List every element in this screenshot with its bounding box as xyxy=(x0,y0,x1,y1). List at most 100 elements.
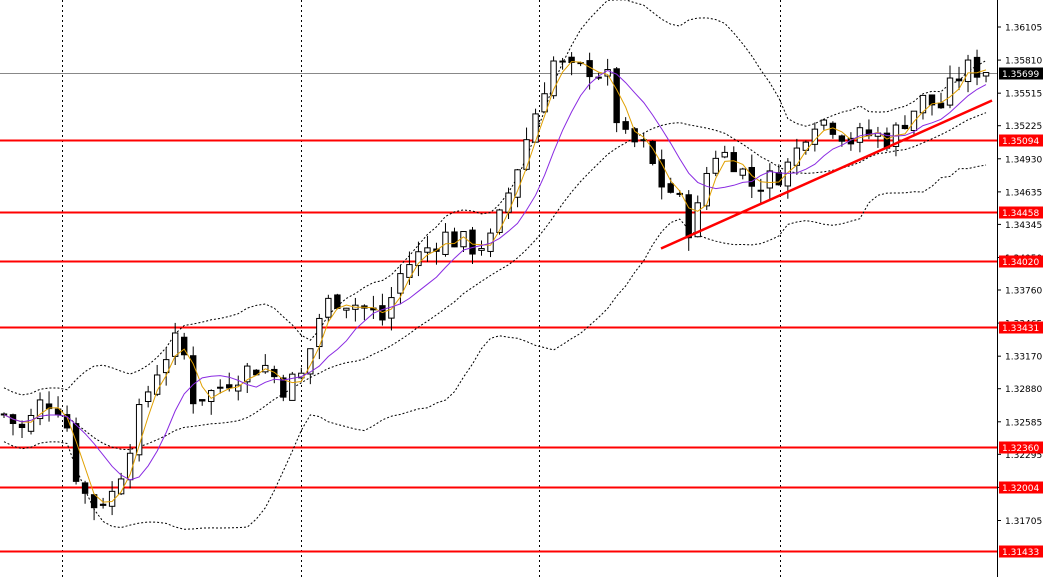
candle-body-30 xyxy=(271,368,278,378)
candle-body-44 xyxy=(397,273,404,294)
y-tick-label-11: 1.32880 xyxy=(1005,385,1042,395)
candle-body-46 xyxy=(415,251,422,267)
candle-body-3 xyxy=(27,414,35,432)
level-label-bg-6 xyxy=(999,545,1043,558)
candle-body-86 xyxy=(775,172,783,186)
candle-body-82 xyxy=(739,168,746,176)
candle-body-26 xyxy=(235,384,242,392)
candle-body-47 xyxy=(424,247,431,253)
level-label-bg-0 xyxy=(999,134,1043,147)
y-tick-label-6: 1.34345 xyxy=(1005,221,1042,231)
candle-body-27 xyxy=(244,365,251,383)
horizontal-levels xyxy=(0,73,997,553)
y-tick-label-10: 1.33170 xyxy=(1005,353,1042,363)
candle-body-32 xyxy=(289,373,296,401)
ma-fast-line xyxy=(3,61,987,503)
candle-body-85 xyxy=(766,170,774,189)
candle-body-108 xyxy=(973,56,981,78)
band-lower xyxy=(3,164,987,530)
candle-body-22 xyxy=(199,399,206,402)
candle-body-24 xyxy=(217,386,224,389)
y-tick-label-2: 1.35515 xyxy=(1005,90,1042,100)
level-label-bg-1 xyxy=(999,206,1043,219)
candle-body-56 xyxy=(505,192,512,213)
y-tick-label-0: 1.36105 xyxy=(1005,24,1042,34)
candle-body-78 xyxy=(703,172,710,207)
level-label-6: 1.31433 xyxy=(1002,548,1039,558)
candle-body-60 xyxy=(541,93,548,113)
y-tick-label-12: 1.32585 xyxy=(1005,418,1042,428)
candle-body-102 xyxy=(919,94,927,114)
candle-body-38 xyxy=(343,307,350,311)
vertical-grid xyxy=(62,0,781,577)
candle-body-51 xyxy=(460,231,467,248)
band-upper xyxy=(3,0,987,396)
level-label-2: 1.34020 xyxy=(1002,258,1039,268)
level-label-0: 1.35094 xyxy=(1002,137,1039,147)
candle-body-55 xyxy=(496,209,503,233)
y-tick-label-3: 1.35225 xyxy=(1005,122,1042,132)
level-label-3: 1.33431 xyxy=(1002,324,1039,334)
candle-body-107 xyxy=(964,59,972,83)
level-label-bg-2 xyxy=(999,255,1043,268)
y-tick-label-15: 1.31705 xyxy=(1005,517,1042,527)
candle-body-75 xyxy=(676,192,683,195)
candlesticks xyxy=(0,49,990,521)
candle-body-15 xyxy=(135,404,143,456)
candle-body-2 xyxy=(18,423,26,429)
candle-body-21 xyxy=(189,355,197,405)
candle-body-20 xyxy=(180,336,188,356)
candle-body-87 xyxy=(784,161,792,187)
candle-body-5 xyxy=(45,403,53,410)
trendline xyxy=(660,99,993,250)
candle-body-106 xyxy=(955,78,963,82)
candle-body-109 xyxy=(982,72,990,77)
candle-body-7 xyxy=(63,414,71,429)
current-price-label: 1.35699 xyxy=(1002,70,1039,80)
candle-body-19 xyxy=(171,332,179,357)
candle-body-37 xyxy=(334,294,341,309)
candle-body-23 xyxy=(208,390,215,402)
bollinger-bands xyxy=(3,0,987,530)
candle-body-62 xyxy=(559,60,566,63)
candle-body-81 xyxy=(730,152,737,173)
candle-body-18 xyxy=(162,359,170,374)
candle-body-66 xyxy=(595,76,602,79)
candle-body-57 xyxy=(514,169,521,198)
candle-body-11 xyxy=(99,503,107,506)
candle-body-69 xyxy=(622,121,629,130)
level-label-bg-3 xyxy=(999,321,1043,334)
candle-body-74 xyxy=(667,183,674,193)
candle-body-4 xyxy=(36,399,44,420)
candle-body-76 xyxy=(685,194,692,239)
candle-body-53 xyxy=(478,248,485,251)
candle-body-16 xyxy=(144,391,152,402)
candle-body-58 xyxy=(523,139,530,170)
level-label-1: 1.34458 xyxy=(1002,209,1039,219)
candle-body-34 xyxy=(307,348,314,375)
candle-body-68 xyxy=(613,68,620,124)
candle-body-63 xyxy=(568,56,575,63)
candle-body-101 xyxy=(910,110,918,132)
candle-body-50 xyxy=(451,231,458,248)
candle-body-25 xyxy=(226,384,233,389)
candle-body-9 xyxy=(81,482,89,494)
candle-body-17 xyxy=(153,374,161,395)
y-tick-label-1: 1.35810 xyxy=(1005,57,1042,67)
candle-body-91 xyxy=(820,119,828,126)
candle-body-103 xyxy=(928,94,936,106)
candle-body-31 xyxy=(280,377,287,398)
candle-body-105 xyxy=(946,77,954,106)
level-labels: 1.35094 1.34458 1.34020 1.33431 1.32360 1.320… xyxy=(999,67,1043,558)
y-tick-label-4: 1.34930 xyxy=(1005,155,1042,165)
candle-body-80 xyxy=(721,151,728,158)
y-tick-label-8: 1.33760 xyxy=(1005,287,1042,297)
level-label-4: 1.32360 xyxy=(1002,444,1039,454)
y-tick-label-13: 1.32295 xyxy=(1005,451,1042,461)
candle-body-100 xyxy=(901,124,909,130)
level-label-bg-5 xyxy=(999,481,1043,494)
moving-averages xyxy=(3,61,987,503)
level-label-5: 1.32004 xyxy=(1002,484,1039,494)
candle-body-14 xyxy=(126,452,134,481)
